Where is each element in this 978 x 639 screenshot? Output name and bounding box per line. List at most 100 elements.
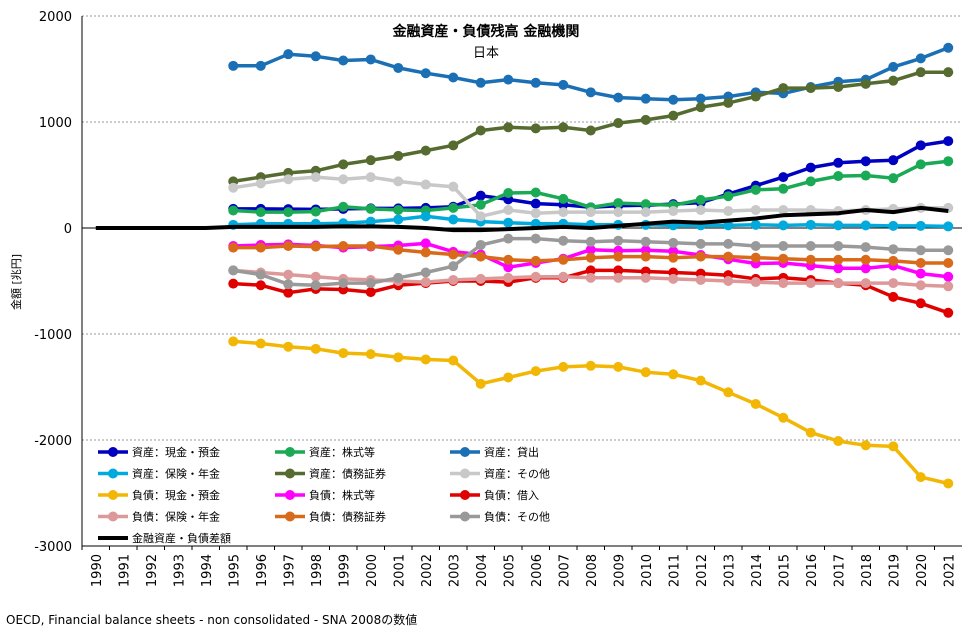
data-point bbox=[475, 211, 486, 222]
data-point bbox=[943, 42, 954, 53]
data-point bbox=[833, 171, 844, 182]
data-point bbox=[530, 198, 541, 209]
data-point bbox=[558, 79, 569, 90]
x-tick-label: 2007 bbox=[557, 554, 572, 587]
x-tick-label: 2004 bbox=[475, 554, 490, 587]
data-point bbox=[778, 183, 789, 194]
legend-item: 負債：債務証券 bbox=[275, 510, 386, 524]
chart-title: 金融資産・負債残高 金融機関 bbox=[392, 23, 580, 40]
data-point bbox=[448, 72, 459, 83]
data-point bbox=[888, 244, 899, 255]
data-point bbox=[723, 251, 734, 262]
data-point bbox=[668, 273, 679, 284]
data-point bbox=[943, 245, 954, 256]
data-point bbox=[558, 254, 569, 265]
legend-swatch-marker bbox=[285, 447, 295, 457]
data-point bbox=[310, 271, 321, 282]
data-point bbox=[750, 219, 761, 230]
data-point bbox=[365, 54, 376, 65]
legend-item: 負債：現金・預金 bbox=[98, 488, 220, 502]
data-point bbox=[393, 244, 404, 255]
data-point bbox=[530, 255, 541, 266]
legend-swatch-marker bbox=[285, 468, 295, 479]
data-point bbox=[915, 53, 926, 64]
series-line bbox=[95, 205, 949, 233]
data-point bbox=[888, 441, 899, 452]
data-point bbox=[448, 355, 459, 366]
data-point bbox=[420, 277, 431, 288]
x-tick-label: 2016 bbox=[805, 554, 820, 587]
x-tick-label: 2013 bbox=[722, 554, 737, 587]
data-point bbox=[448, 181, 459, 192]
data-point bbox=[613, 272, 624, 283]
x-tick-label: 2020 bbox=[915, 554, 930, 587]
data-point bbox=[888, 75, 899, 86]
y-tick-label: 1000 bbox=[39, 116, 72, 131]
series-4 bbox=[228, 67, 954, 187]
data-point bbox=[640, 272, 651, 283]
data-point bbox=[695, 93, 706, 104]
data-point bbox=[585, 236, 596, 247]
data-point bbox=[723, 276, 734, 286]
legend-label: 負債：借入 bbox=[484, 488, 539, 502]
data-point bbox=[420, 238, 431, 249]
data-point bbox=[943, 257, 954, 268]
legend-item: 負債：株式等 bbox=[275, 488, 375, 502]
data-point bbox=[420, 145, 431, 156]
data-point bbox=[805, 241, 816, 252]
data-point bbox=[585, 252, 596, 263]
data-point bbox=[475, 77, 486, 88]
data-point bbox=[530, 366, 541, 377]
data-point bbox=[503, 74, 514, 85]
data-point bbox=[888, 155, 899, 166]
data-point bbox=[448, 202, 459, 213]
x-tick-label: 1994 bbox=[200, 554, 215, 587]
x-tick-label: 2006 bbox=[530, 554, 545, 587]
data-point bbox=[228, 205, 239, 216]
data-point bbox=[338, 55, 349, 66]
legend-item: 負債：保険・年金 bbox=[98, 510, 220, 524]
data-point bbox=[530, 123, 541, 134]
data-point bbox=[888, 255, 899, 266]
y-tick-label: 0 bbox=[64, 222, 72, 237]
data-point bbox=[915, 268, 926, 279]
data-point bbox=[750, 252, 761, 263]
data-point bbox=[833, 241, 844, 252]
legend-label: 資産：貸出 bbox=[484, 445, 539, 459]
series-10 bbox=[228, 241, 954, 268]
data-point bbox=[420, 354, 431, 365]
x-tick-label: 1998 bbox=[310, 554, 325, 587]
x-tick-label: 1999 bbox=[337, 554, 352, 587]
data-point bbox=[778, 220, 789, 231]
data-point bbox=[393, 352, 404, 363]
data-point bbox=[640, 114, 651, 125]
data-point bbox=[393, 176, 404, 187]
data-point bbox=[723, 387, 734, 398]
data-point bbox=[888, 291, 899, 302]
data-point bbox=[420, 211, 431, 222]
data-point bbox=[585, 87, 596, 98]
data-point bbox=[448, 214, 459, 225]
data-point bbox=[640, 236, 651, 247]
data-point bbox=[943, 307, 954, 318]
data-point bbox=[393, 204, 404, 215]
data-point bbox=[613, 361, 624, 372]
data-point bbox=[228, 60, 239, 71]
series-2 bbox=[228, 42, 954, 105]
data-point bbox=[640, 93, 651, 104]
data-point bbox=[255, 338, 266, 349]
legend-swatch-marker bbox=[460, 511, 470, 522]
x-tick-label: 2000 bbox=[365, 554, 380, 587]
data-point bbox=[805, 162, 816, 173]
legend-label: 金融資産・負債差額 bbox=[132, 531, 231, 545]
data-point bbox=[750, 398, 761, 409]
data-point bbox=[640, 199, 651, 210]
data-point bbox=[283, 241, 294, 252]
x-tick-label: 1993 bbox=[172, 554, 187, 587]
data-point bbox=[585, 265, 596, 276]
data-point bbox=[915, 257, 926, 268]
data-point bbox=[943, 136, 954, 147]
x-tick-label: 1997 bbox=[282, 554, 297, 587]
y-tick-label: 2000 bbox=[39, 10, 72, 25]
data-point bbox=[943, 67, 954, 78]
